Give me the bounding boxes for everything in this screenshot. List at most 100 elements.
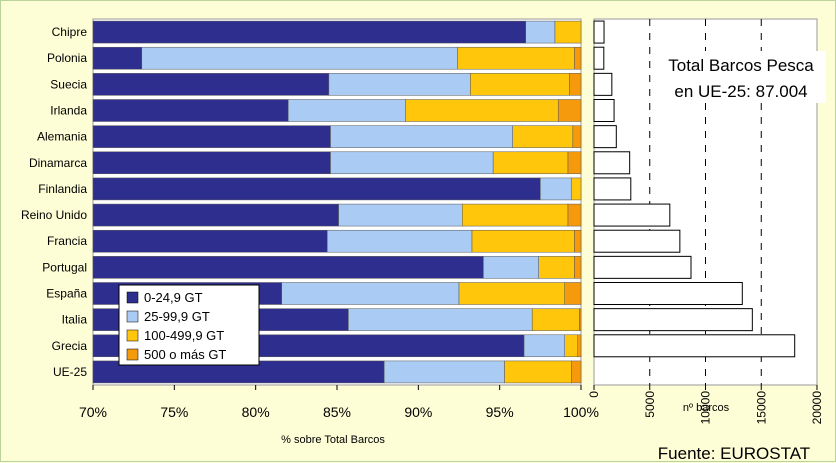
right-x-tick-label: 20000 [810, 391, 824, 425]
bar-segment-4-row-13 [577, 334, 582, 358]
bar-segment-1-row-4 [92, 99, 289, 122]
category-label: Polonia [47, 51, 87, 65]
bar-segment-4-row-6 [567, 151, 582, 175]
bar-segment-1-row-8 [92, 203, 339, 227]
bar-segment-2-row-13 [523, 334, 565, 358]
bar-segment-2-row-14 [383, 360, 505, 384]
category-label: Italia [62, 313, 88, 327]
bar-segment-4-row-8 [567, 203, 582, 227]
left-x-tick-label: 95% [486, 404, 514, 420]
total-note-box [651, 51, 826, 103]
bar-segment-3-row-14 [504, 360, 572, 384]
bar-segment-1-row-6 [92, 151, 331, 175]
right-count-bar-plot: 0 5000 10000 15000 20000 nº barcos Total Bar… [587, 18, 826, 425]
source-note: Fuente: EUROSTAT [658, 444, 810, 463]
legend-box [118, 284, 260, 366]
left-x-axis-label: % sobre Total Barcos [281, 434, 385, 446]
count-bar-row-9 [593, 229, 681, 253]
bar-segment-2-row-1 [525, 20, 556, 44]
category-label: Francia [47, 234, 87, 248]
bar-segment-4-row-5 [572, 125, 582, 148]
category-label: España [46, 287, 87, 301]
bar-segment-3-row-9 [471, 229, 575, 253]
bar-segment-4-row-12 [579, 308, 582, 331]
category-label: Chipre [52, 25, 88, 39]
bar-segment-2-row-10 [483, 256, 539, 279]
count-bar-row-13 [593, 334, 796, 358]
bar-segment-3-row-4 [405, 99, 559, 122]
category-label: Irlanda [50, 104, 87, 118]
left-x-tick-label: 70% [79, 404, 107, 420]
bar-segment-3-row-5 [512, 125, 574, 148]
legend: 0-24,9 GT 25-99,9 GT 100-499,9 GT 500 o más… [118, 284, 260, 366]
bar-segment-3-row-12 [531, 308, 580, 331]
count-bar-row-3 [593, 72, 613, 96]
category-label: Dinamarca [29, 156, 87, 170]
bar-segment-3-row-6 [492, 151, 569, 175]
category-label: Suecia [50, 77, 87, 91]
legend-label: 0-24,9 GT [144, 290, 203, 305]
bar-segment-3-row-3 [470, 73, 570, 96]
right-x-tick-label: 5000 [643, 391, 657, 418]
total-note-line2: en UE-25: 87.004 [674, 82, 807, 101]
left-stacked-bar-plot: Chipre Polonia Suecia Irlanda Alemania Dinama… [21, 18, 599, 446]
bar-segment-3-row-2 [457, 46, 575, 70]
bar-segment-4-row-2 [574, 46, 582, 70]
bar-segment-3-row-11 [458, 282, 565, 305]
bar-segment-1-row-3 [92, 73, 330, 96]
right-x-axis-label: nº barcos [683, 402, 730, 414]
count-bar-row-10 [593, 255, 692, 279]
count-bar-row-7 [593, 177, 632, 201]
bar-segment-4-row-11 [564, 282, 582, 305]
count-bar-row-11 [593, 282, 743, 305]
bar-segment-3-row-8 [462, 203, 569, 227]
bar-segment-4-row-14 [570, 360, 582, 384]
bar-segment-1-row-9 [92, 229, 328, 253]
category-label: Grecia [52, 339, 88, 353]
bar-segment-2-row-4 [287, 99, 406, 122]
bar-segment-1-row-2 [92, 46, 143, 70]
bar-segment-3-row-7 [570, 177, 582, 201]
count-bar-row-4 [593, 99, 615, 122]
legend-label: 100-499,9 GT [144, 328, 224, 343]
right-x-tick-label: 15000 [754, 391, 768, 425]
bar-segment-2-row-6 [330, 151, 494, 175]
count-bar-row-2 [593, 46, 605, 70]
bar-segment-3-row-13 [564, 334, 578, 358]
bar-segment-2-row-12 [348, 308, 533, 331]
left-x-tick-label: 75% [160, 404, 188, 420]
bar-segment-1-row-7 [92, 177, 541, 201]
bar-segment-1-row-1 [92, 20, 526, 44]
category-label: Finlandia [38, 182, 87, 196]
count-bar-row-8 [593, 203, 671, 227]
bar-segment-2-row-9 [326, 229, 473, 253]
legend-label: 25-99,9 GT [144, 309, 210, 324]
legend-swatch [126, 329, 139, 342]
legend-label: 500 o más GT [144, 347, 226, 362]
left-x-tick-label: 100% [563, 404, 599, 420]
count-bar-row-1 [593, 20, 605, 44]
bar-segment-4-row-10 [574, 256, 582, 279]
count-bar-row-5 [593, 125, 617, 149]
left-x-tick-label: 80% [242, 404, 270, 420]
bar-segment-1-row-10 [92, 256, 484, 279]
right-x-tick-label: 0 [587, 391, 601, 398]
bar-segment-4-row-9 [574, 229, 582, 253]
right-x-tick-label: 10000 [699, 391, 713, 425]
legend-swatch [126, 310, 139, 323]
count-bar-row-12 [593, 308, 753, 332]
total-note-line1: Total Barcos Pesca [668, 56, 814, 75]
bar-segment-2-row-3 [328, 73, 471, 96]
left-x-tick-label: 85% [323, 404, 351, 420]
bar-segment-2-row-11 [281, 282, 460, 305]
category-label: UE-25 [53, 365, 87, 379]
bar-segment-2-row-7 [540, 177, 572, 201]
category-label: Portugal [42, 260, 87, 274]
left-x-tick-label: 90% [404, 404, 432, 420]
legend-swatch [126, 291, 139, 304]
bar-segment-2-row-8 [338, 203, 463, 227]
bar-segment-2-row-5 [330, 125, 513, 148]
bar-segment-4-row-3 [569, 73, 582, 96]
bar-segment-3-row-1 [554, 20, 582, 44]
